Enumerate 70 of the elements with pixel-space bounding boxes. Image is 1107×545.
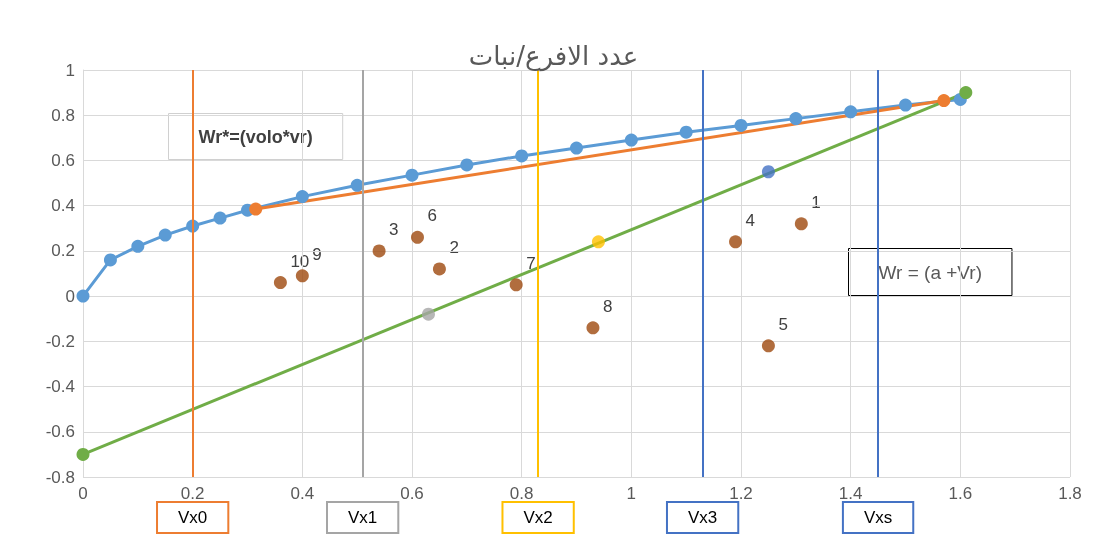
annotation: 6 — [427, 206, 437, 226]
point — [295, 190, 309, 204]
y-tick-label: -0.6 — [45, 422, 75, 442]
annotation: 4 — [745, 210, 755, 230]
y-tick-label: 0.2 — [51, 241, 75, 261]
x-tick-label: 0.8 — [509, 484, 534, 503]
point — [570, 141, 583, 155]
point — [213, 211, 227, 225]
ref-line-label: Vx0 — [178, 508, 208, 527]
y-tick-label: 0 — [65, 286, 75, 306]
point — [591, 235, 605, 249]
y-tick-label: 0.4 — [51, 196, 75, 216]
x-tick-label: 0 — [78, 484, 88, 503]
point — [460, 158, 474, 172]
point — [937, 94, 951, 108]
ref-line-label: Vx3 — [687, 508, 718, 527]
annotation: 8 — [602, 296, 613, 316]
y-tick-label: 1 — [65, 60, 75, 80]
point — [295, 269, 309, 283]
point — [249, 202, 263, 216]
annotation: 7 — [526, 253, 536, 273]
y-tick-label: 0.8 — [51, 105, 75, 125]
point — [899, 98, 912, 112]
point — [103, 253, 117, 267]
annotation: Wr = (a +Vr) — [878, 261, 982, 283]
point — [158, 228, 172, 242]
point — [432, 262, 446, 276]
point — [729, 235, 743, 249]
point — [421, 307, 435, 321]
annotation: 2 — [449, 237, 459, 257]
point — [959, 86, 973, 100]
point — [794, 217, 808, 231]
annotation: Wr*=(volo*vr) — [198, 126, 313, 147]
x-tick-label: 1.8 — [1058, 484, 1082, 503]
point — [761, 339, 775, 353]
point — [734, 118, 748, 132]
point — [76, 447, 90, 461]
y-tick-label: -0.8 — [45, 467, 75, 487]
point — [405, 168, 419, 182]
point — [372, 244, 386, 258]
annotation: 5 — [778, 314, 788, 334]
point — [844, 105, 858, 119]
ref-line-label: Vx1 — [348, 508, 378, 527]
x-tick-label: 0.4 — [290, 484, 315, 503]
x-tick-label: 1.2 — [729, 484, 753, 503]
x-tick-label: 0.6 — [400, 484, 424, 503]
point — [586, 321, 600, 335]
point — [679, 125, 693, 139]
point — [131, 239, 145, 253]
point — [76, 289, 90, 303]
annotation: 1 — [811, 192, 821, 212]
point — [509, 278, 523, 292]
ref-line-label: Vx2 — [523, 508, 553, 527]
y-tick-label: 0.6 — [51, 150, 75, 170]
x-tick-label: 1.6 — [948, 484, 973, 503]
ref-line-label: Vxs — [863, 508, 893, 527]
point — [624, 133, 638, 147]
point — [273, 276, 287, 290]
y-tick-label: -0.2 — [45, 331, 75, 351]
point — [515, 149, 529, 163]
annotation: 3 — [389, 219, 399, 239]
x-tick-label: 1.4 — [838, 484, 863, 503]
x-tick-label: 0.2 — [180, 484, 205, 503]
point — [411, 230, 424, 244]
chart-title: عدد الافرع/نبات — [468, 41, 639, 72]
y-tick-label: -0.4 — [45, 377, 75, 397]
point — [350, 178, 364, 192]
x-tick-label: 1 — [626, 484, 637, 503]
point — [789, 112, 803, 126]
point — [761, 165, 775, 179]
